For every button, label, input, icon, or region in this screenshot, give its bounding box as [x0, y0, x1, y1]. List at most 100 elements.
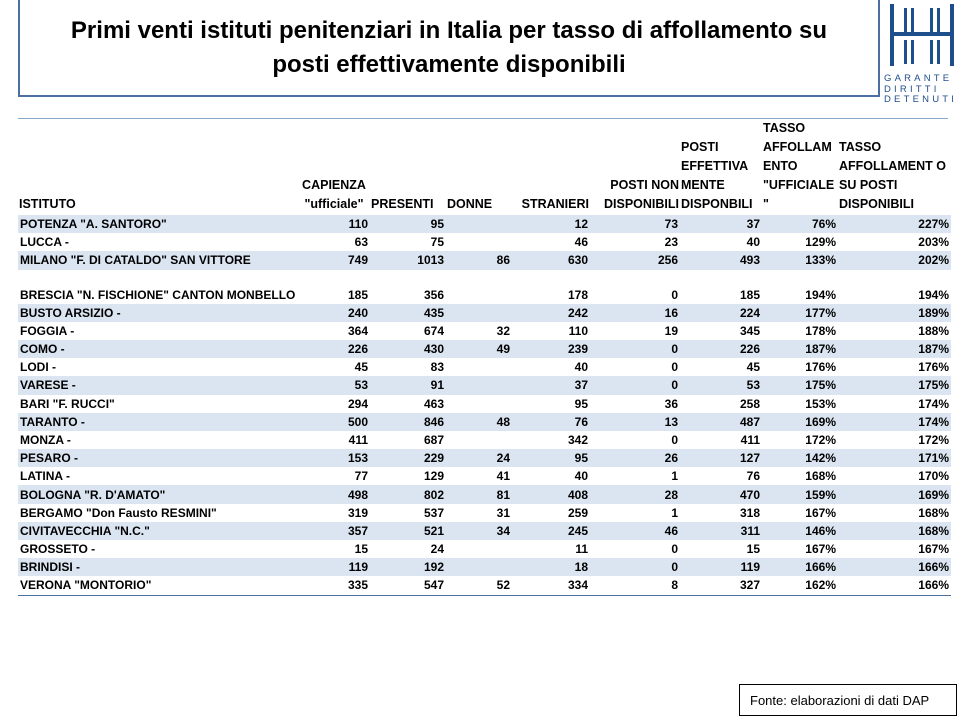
cell-value: 319	[347, 505, 368, 520]
cell-istituto: LATINA -	[20, 469, 70, 484]
cell-value: 0	[671, 342, 678, 357]
cell-value: 48	[496, 414, 510, 429]
cell-value: 500	[347, 414, 368, 429]
cell-value: 435	[423, 305, 444, 320]
cell-value: 294	[347, 396, 368, 411]
cell-value	[446, 270, 512, 304]
cell-value	[446, 558, 512, 576]
cell-value: 159%	[805, 487, 836, 502]
cell-value: 169%	[805, 414, 836, 429]
cell-value: 37	[574, 378, 588, 393]
cell-value: 18	[574, 560, 588, 575]
title-box: Primi venti istituti penitenziari in Ita…	[18, 0, 880, 97]
cell-value: 342	[567, 432, 588, 447]
cell-value: 258	[739, 396, 760, 411]
cell-value: 11	[575, 542, 588, 557]
cell-istituto: FOGGIA -	[20, 323, 75, 338]
cell-value	[446, 395, 512, 413]
cell-value: 0	[671, 542, 678, 557]
garante-logo-icon	[890, 4, 954, 66]
cell-value: 334	[512, 576, 590, 596]
cell-value: 227%	[918, 217, 949, 232]
cell-value	[446, 358, 512, 376]
cell-value: 240	[347, 305, 368, 320]
cell-value: 226	[347, 342, 368, 357]
cell-value: 498	[347, 487, 368, 502]
cell-value: 470	[739, 487, 760, 502]
cell-value: 356	[423, 287, 444, 302]
cell-value: 408	[567, 487, 588, 502]
cell-value: 176%	[805, 360, 836, 375]
table-row: BUSTO ARSIZIO - 240 435 242 16 224 177% 189%	[18, 303, 951, 322]
cell-value: 345	[739, 323, 760, 338]
cell-value: 537	[423, 505, 444, 520]
table-row: FOGGIA - 364 674 32 110 19 345 178% 188%	[18, 322, 951, 340]
cell-value: 168%	[918, 505, 949, 520]
cell-value: 77	[354, 469, 368, 484]
cell-value	[446, 540, 512, 558]
cell-value: 129	[423, 469, 444, 484]
cell-value: 463	[423, 396, 444, 411]
table-header-row: ISTITUTO CAPIENZA "ufficiale" PRESENTI D…	[18, 119, 951, 215]
cell-istituto: COMO -	[20, 342, 65, 357]
cell-value: 189%	[918, 305, 949, 320]
logo-line: DETENUTI	[884, 94, 958, 105]
cell-value: 110	[568, 323, 588, 338]
cell-value: 46	[664, 523, 678, 538]
cell-value: 175%	[805, 378, 836, 393]
cell-value: 226	[739, 342, 760, 357]
cell-value: 172%	[918, 432, 949, 447]
cell-istituto: VARESE -	[20, 378, 76, 393]
cell-value: 245	[567, 523, 588, 538]
cell-value: 36	[664, 396, 678, 411]
cell-istituto: BERGAMO "Don Fausto RESMINI"	[20, 505, 217, 520]
cell-value: 674	[423, 323, 444, 338]
cell-value: 493	[739, 253, 760, 268]
cell-value: 166%	[838, 576, 951, 596]
cell-value: 327	[680, 576, 762, 596]
cell-value: 364	[347, 323, 368, 338]
cell-istituto: LUCCA -	[20, 235, 69, 250]
cell-istituto: BRESCIA "N. FISCHIONE" CANTON MONBELLO	[20, 287, 296, 302]
cell-value	[446, 431, 512, 449]
cell-value: 187%	[918, 342, 949, 357]
cell-value: 259	[567, 505, 588, 520]
cell-value: 40	[746, 235, 760, 250]
cell-value: 81	[496, 487, 510, 502]
table-row: VARESE - 53 91 37 0 53 175% 175%	[18, 376, 951, 395]
cell-value: 45	[746, 360, 760, 375]
cell-value: 15	[354, 542, 368, 557]
cell-value: 171%	[918, 451, 949, 466]
cell-value: 34	[496, 523, 510, 538]
cell-value: 76%	[811, 217, 836, 232]
cell-value: 12	[574, 217, 588, 232]
col-donne: DONNE	[447, 197, 493, 211]
table-row: TARANTO - 500 846 48 76 13 487 169% 174%	[18, 412, 951, 431]
cell-istituto: MONZA -	[20, 432, 71, 447]
cell-value: 16	[664, 305, 678, 320]
col-istituto: ISTITUTO	[19, 197, 76, 211]
cell-value: 86	[496, 253, 510, 268]
cell-value: 187%	[805, 342, 836, 357]
cell-value: 1013	[417, 253, 444, 268]
prison-table: ISTITUTO CAPIENZA "ufficiale" PRESENTI D…	[18, 119, 951, 596]
cell-istituto: PESARO -	[20, 451, 79, 466]
cell-value: 119	[740, 560, 760, 575]
cell-value: 129%	[805, 235, 836, 250]
cell-value: 203%	[918, 235, 949, 250]
cell-value	[446, 304, 512, 322]
cell-value: 169%	[918, 487, 949, 502]
cell-value: 53	[354, 378, 368, 393]
cell-value: 1	[671, 469, 678, 484]
cell-value: 178	[567, 287, 588, 302]
cell-value: 168%	[918, 523, 949, 538]
table-row: LUCCA - 63 75 46 23 40 129% 203%	[18, 233, 951, 251]
table-row: PESARO - 153 229 24 95 26 127 142% 171%	[18, 449, 951, 468]
page-title: Primi venti istituti penitenziari in Ita…	[70, 16, 828, 78]
cell-value: 37	[746, 217, 760, 232]
table-row: GROSSETO - 15 24 11 0 15 167% 167%	[18, 540, 951, 558]
cell-value: 802	[423, 487, 444, 502]
cell-value: 133%	[805, 253, 836, 268]
cell-value: 357	[347, 523, 368, 538]
cell-value: 83	[430, 360, 444, 375]
